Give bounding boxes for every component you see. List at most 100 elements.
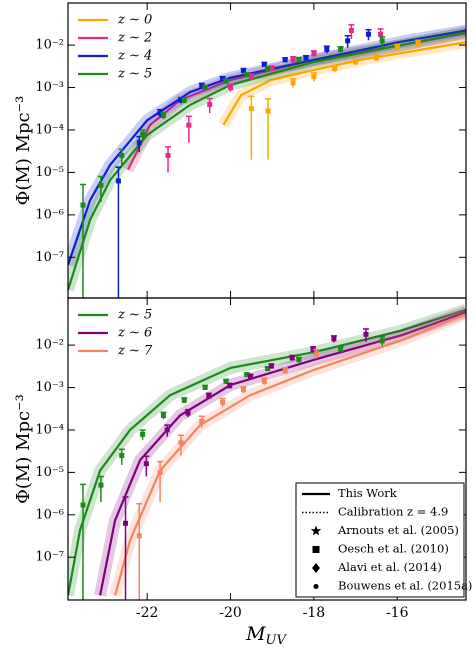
data-point <box>415 40 421 46</box>
y-tick-label: 10⁻⁵ <box>35 465 64 480</box>
y-tick-label: 10⁻⁶ <box>35 207 64 222</box>
legend-label: Bouwens et al. (2015a) <box>338 579 472 593</box>
data-point <box>268 363 274 369</box>
data-point <box>136 533 142 539</box>
data-point <box>303 55 309 61</box>
data-point <box>265 66 271 72</box>
legend-label: z ∼ 6 <box>117 326 152 341</box>
data-point <box>332 66 338 72</box>
data-point <box>373 55 379 61</box>
legend-label: z ∼ 4 <box>117 49 152 64</box>
data-point <box>220 76 226 82</box>
data-point <box>365 31 371 37</box>
data-point <box>324 46 330 52</box>
data-point <box>363 331 369 337</box>
data-point <box>379 338 385 344</box>
data-point <box>345 38 351 44</box>
data-point <box>296 357 302 363</box>
plot-area <box>68 304 466 600</box>
y-tick-label: 10⁻⁷ <box>35 550 64 565</box>
data-point <box>311 74 317 80</box>
data-point <box>240 387 246 393</box>
data-point <box>310 346 316 352</box>
y-tick-label: 10⁻² <box>35 38 64 53</box>
data-point <box>348 28 354 34</box>
data-point <box>261 61 267 67</box>
legend-label: Oesch et al. (2010) <box>338 542 449 556</box>
data-point <box>248 106 254 112</box>
legend-label: z ∼ 2 <box>117 31 152 46</box>
legend-label: Alavi et al. (2014) <box>337 560 442 574</box>
data-point <box>261 378 267 384</box>
data-point <box>290 57 296 63</box>
y-axis-label: Φ(M) Mpc⁻³ <box>13 394 34 504</box>
model-line <box>68 29 466 266</box>
legend-marker <box>313 584 319 589</box>
data-point <box>265 108 271 114</box>
legend-label: z ∼ 5 <box>117 308 152 323</box>
data-point <box>165 153 171 159</box>
data-point <box>178 97 184 103</box>
data-point <box>140 431 146 437</box>
data-point <box>223 378 229 384</box>
data-point <box>160 112 166 118</box>
data-point <box>202 85 208 91</box>
data-point <box>244 372 250 378</box>
y-axis-label: Φ(M) Mpc⁻³ <box>13 96 34 206</box>
data-point <box>338 46 344 52</box>
y-tick-label: 10⁻³ <box>35 80 64 95</box>
legend-box <box>295 482 465 598</box>
data-point <box>265 366 271 372</box>
data-point <box>115 178 121 184</box>
data-point <box>207 101 213 107</box>
y-tick-label: 10⁻⁶ <box>35 507 64 522</box>
data-point <box>206 393 212 399</box>
data-point <box>136 140 142 146</box>
data-point <box>98 182 104 188</box>
x-tick-label: -16 <box>386 605 409 621</box>
data-point <box>282 57 288 63</box>
data-point <box>378 31 384 37</box>
data-point <box>290 80 296 86</box>
model-line <box>68 31 466 291</box>
data-point <box>186 122 192 128</box>
data-point <box>313 351 319 357</box>
data-point <box>228 85 234 91</box>
data-point <box>123 520 129 526</box>
data-point <box>338 346 344 352</box>
data-point <box>240 68 246 74</box>
data-point <box>379 38 385 44</box>
model-line <box>222 41 466 126</box>
x-tick-label: -18 <box>303 605 326 621</box>
data-point <box>220 399 226 405</box>
data-point <box>140 131 146 137</box>
data-point <box>157 110 163 116</box>
y-tick-label: 10⁻⁵ <box>35 165 64 180</box>
data-point <box>244 72 250 78</box>
data-point <box>98 482 104 488</box>
data-point <box>311 51 317 57</box>
x-tick-label: -22 <box>136 605 159 621</box>
data-point <box>80 202 86 208</box>
x-axis-label-sub: UV <box>266 633 288 648</box>
data-point <box>143 461 149 467</box>
x-axis-label: MUV <box>245 623 287 648</box>
model-line <box>114 312 466 596</box>
legend-label: Arnouts et al. (2005) <box>337 523 459 537</box>
data-point <box>282 368 288 374</box>
axes-frame <box>67 297 467 601</box>
y-tick-label: 10⁻⁴ <box>35 422 64 437</box>
data-point <box>157 469 163 475</box>
data-point <box>80 502 86 508</box>
y-tick-label: 10⁻⁴ <box>35 122 64 137</box>
legend-label: z ∼ 0 <box>117 13 152 28</box>
data-point <box>164 427 170 433</box>
data-point <box>119 153 125 159</box>
data-point <box>248 74 254 80</box>
plot-area <box>68 24 466 298</box>
data-point <box>248 374 254 380</box>
data-point <box>202 385 208 391</box>
legend-label: z ∼ 7 <box>117 344 153 359</box>
data-point <box>296 57 302 63</box>
